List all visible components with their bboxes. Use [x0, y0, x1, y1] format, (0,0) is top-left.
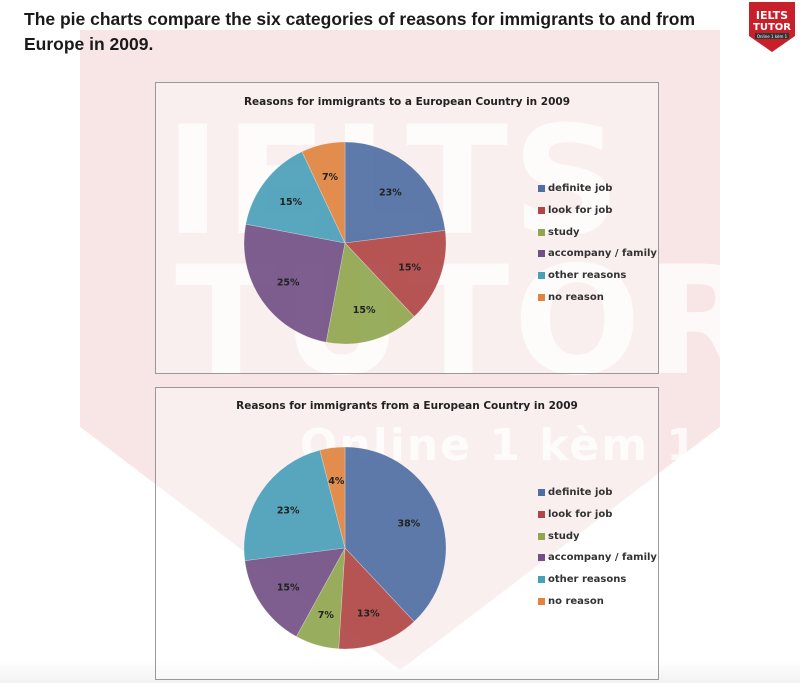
pie-slice-definite-job	[344, 141, 446, 244]
pie-data-label: 38%	[397, 519, 420, 530]
pie-slice-study	[295, 547, 346, 650]
bottom-fade	[0, 660, 800, 683]
pie-slice-other-reasons	[245, 151, 346, 244]
ielts-tutor-logo: IELTS TUTOR Online 1 kèm 1	[749, 2, 795, 52]
pie-slice-look-for-job	[338, 547, 415, 650]
legend-item-definite-job: definite job	[538, 482, 657, 504]
legend-item-no-reason: no reason	[538, 286, 657, 308]
pie-data-label: 15%	[277, 583, 300, 594]
pie-data-label: 25%	[277, 278, 300, 289]
chart-frame-to-europe: Reasons for immigrants to a European Cou…	[155, 82, 659, 374]
legend-item-other-reasons: other reasons	[538, 265, 657, 287]
legend-item-definite-job: definite job	[538, 178, 657, 200]
logo-line3: Online 1 kèm 1	[757, 34, 788, 39]
chart-title: Reasons for immigrants to a European Cou…	[243, 96, 571, 108]
logo-line2: TUTOR	[753, 22, 791, 33]
pie-slice-other-reasons	[243, 449, 346, 561]
pie-data-label: 7%	[318, 610, 335, 621]
pie-slice-accompany-family	[244, 547, 346, 637]
pie-chart: 38% 13% 7% 15% 23% 4%	[243, 446, 447, 650]
chart-frame-from-europe: Reasons for immigrants from a European C…	[155, 387, 659, 680]
pie-chart: 23% 15% 15% 25% 15% 7%	[243, 141, 447, 345]
chart-title: Reasons for immigrants from a European C…	[236, 400, 578, 412]
legend-item-other-reasons: other reasons	[538, 569, 657, 591]
pie-data-label: 4%	[328, 476, 345, 487]
pie-slice-no-reason	[319, 446, 346, 549]
pie-data-label: 13%	[357, 609, 380, 620]
pie-data-label: 23%	[379, 187, 402, 198]
pie-data-label: 15%	[279, 197, 302, 208]
pie-slice-study	[325, 242, 415, 345]
pie-slice-accompany-family	[243, 223, 346, 343]
legend-item-accompany-family: accompany / family	[538, 243, 657, 265]
legend-item-look-for-job: look for job	[538, 200, 657, 222]
pie-data-label: 15%	[353, 305, 376, 316]
legend-item-accompany-family: accompany / family	[538, 547, 657, 569]
pie-slice-no-reason	[301, 141, 346, 244]
pie-data-label: 7%	[322, 172, 339, 183]
legend-item-study: study	[538, 221, 657, 243]
legend-item-look-for-job: look for job	[538, 504, 657, 526]
pie-slice-look-for-job	[344, 230, 447, 318]
legend-item-no-reason: no reason	[538, 590, 657, 612]
intro-text: The pie charts compare the six categorie…	[24, 9, 696, 54]
pie-slice-definite-job	[344, 446, 447, 623]
pie-data-label: 23%	[277, 505, 300, 516]
legend-item-study: study	[538, 525, 657, 547]
chart-legend: definite job look for job study accompan…	[538, 482, 657, 612]
logo-line1: IELTS	[756, 9, 788, 22]
pie-data-label: 15%	[398, 262, 421, 273]
chart-legend: definite job look for job study accompan…	[538, 178, 657, 308]
